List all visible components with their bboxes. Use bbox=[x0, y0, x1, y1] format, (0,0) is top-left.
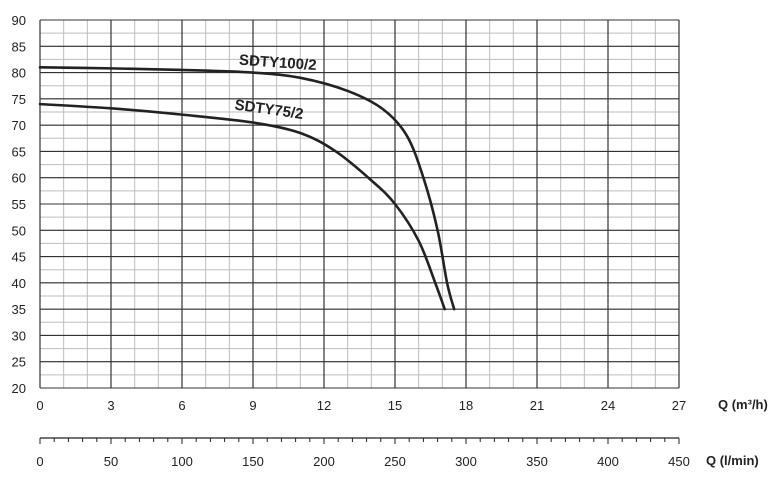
x-axis-tick-labels: 0 3 6 9 12 15 18 21 24 27 bbox=[36, 398, 686, 413]
y-tick-label: 45 bbox=[12, 250, 26, 265]
y-tick-label: 20 bbox=[12, 381, 26, 396]
y-axis-tick-labels: 20 25 30 35 40 45 50 55 60 65 70 75 80 85 90 bbox=[12, 13, 26, 396]
x2-axis: 0 50 100 150 200 250 300 350 400 450 bbox=[36, 437, 690, 469]
series-line-2 bbox=[38, 102, 446, 311]
x2-tick-label: 150 bbox=[242, 454, 264, 469]
x2-tick-label: 0 bbox=[36, 454, 43, 469]
x-tick-label: 15 bbox=[388, 398, 402, 413]
x2-tick-label: 100 bbox=[171, 454, 193, 469]
major-grid bbox=[39, 19, 680, 389]
y-tick-label: 30 bbox=[12, 328, 26, 343]
y-tick-label: 50 bbox=[12, 223, 26, 238]
y-tick-label: 70 bbox=[12, 118, 26, 133]
curve-label-1: SDTY100/2 bbox=[239, 52, 318, 74]
y-tick-label: 85 bbox=[12, 39, 26, 54]
x-tick-label: 6 bbox=[178, 398, 185, 413]
curves bbox=[38, 66, 456, 311]
x2-tick-label: 250 bbox=[384, 454, 406, 469]
y-tick-label: 60 bbox=[12, 171, 26, 186]
x2-tick-label: 350 bbox=[526, 454, 548, 469]
y-tick-label: 35 bbox=[12, 302, 26, 317]
x2-tick-label: 50 bbox=[104, 454, 118, 469]
x2-tick-label: 300 bbox=[455, 454, 477, 469]
x-tick-label: 27 bbox=[672, 398, 686, 413]
y-tick-label: 75 bbox=[12, 92, 26, 107]
x-tick-label: 9 bbox=[249, 398, 256, 413]
x-tick-label: 0 bbox=[36, 398, 43, 413]
x2-tick-label: 450 bbox=[668, 454, 690, 469]
x2-tick-label: 400 bbox=[597, 454, 619, 469]
x-tick-label: 24 bbox=[601, 398, 615, 413]
y-tick-label: 80 bbox=[12, 66, 26, 81]
x2-tick-label: 200 bbox=[313, 454, 335, 469]
y-tick-label: 55 bbox=[12, 197, 26, 212]
series-line-1 bbox=[38, 66, 456, 311]
y-tick-label: 40 bbox=[12, 276, 26, 291]
y-tick-label: 65 bbox=[12, 144, 26, 159]
curve-label-2: SDTY75/2 bbox=[234, 96, 305, 122]
x2-axis-title: Q (l/min) bbox=[706, 453, 759, 468]
y-tick-label: 90 bbox=[12, 13, 26, 28]
x-axis-title: Q (m³/h) bbox=[718, 397, 768, 412]
x-tick-label: 18 bbox=[459, 398, 473, 413]
x-tick-label: 3 bbox=[107, 398, 114, 413]
y-tick-label: 25 bbox=[12, 355, 26, 370]
x-tick-label: 12 bbox=[317, 398, 331, 413]
x-tick-label: 21 bbox=[530, 398, 544, 413]
